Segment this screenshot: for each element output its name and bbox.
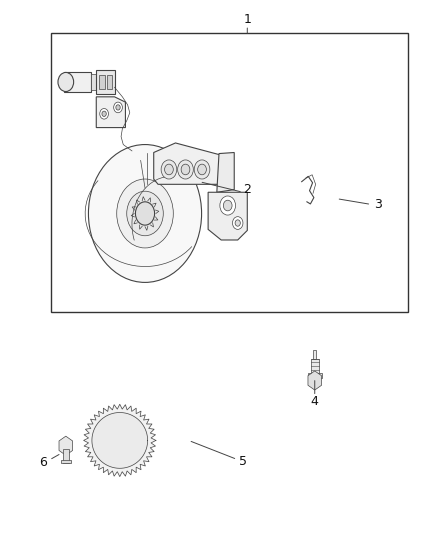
- Circle shape: [100, 430, 106, 437]
- Circle shape: [117, 179, 173, 248]
- Text: 4: 4: [311, 395, 319, 408]
- Bar: [51, 33, 408, 312]
- Circle shape: [235, 220, 240, 226]
- Circle shape: [194, 160, 210, 179]
- Circle shape: [127, 191, 163, 236]
- Circle shape: [116, 105, 120, 110]
- Circle shape: [233, 216, 243, 229]
- Polygon shape: [308, 371, 321, 390]
- Polygon shape: [313, 350, 317, 359]
- Polygon shape: [60, 459, 71, 463]
- Circle shape: [110, 454, 116, 461]
- Circle shape: [134, 443, 140, 451]
- Circle shape: [114, 433, 125, 447]
- Polygon shape: [96, 97, 125, 127]
- Circle shape: [110, 420, 116, 427]
- Polygon shape: [154, 143, 221, 184]
- Polygon shape: [64, 72, 91, 92]
- Text: 6: 6: [39, 456, 47, 469]
- Polygon shape: [63, 449, 69, 463]
- Text: 5: 5: [239, 455, 247, 468]
- Polygon shape: [308, 373, 322, 378]
- Circle shape: [165, 164, 173, 175]
- Circle shape: [135, 202, 155, 225]
- Circle shape: [124, 454, 130, 461]
- Circle shape: [114, 102, 122, 113]
- Polygon shape: [217, 152, 234, 192]
- Circle shape: [178, 160, 193, 179]
- Circle shape: [134, 430, 140, 437]
- Circle shape: [124, 420, 130, 427]
- Polygon shape: [311, 359, 319, 373]
- Text: 2: 2: [244, 183, 251, 196]
- Circle shape: [161, 160, 177, 179]
- Circle shape: [198, 164, 206, 175]
- Text: 3: 3: [374, 198, 382, 211]
- Polygon shape: [92, 413, 148, 469]
- Text: 1: 1: [244, 13, 251, 27]
- Circle shape: [100, 109, 109, 119]
- Circle shape: [223, 200, 232, 211]
- Circle shape: [100, 443, 106, 451]
- Circle shape: [181, 164, 190, 175]
- Polygon shape: [84, 404, 156, 477]
- Polygon shape: [91, 74, 96, 90]
- Circle shape: [109, 427, 131, 454]
- Polygon shape: [99, 75, 105, 90]
- Circle shape: [88, 144, 201, 282]
- Circle shape: [58, 72, 74, 92]
- Polygon shape: [59, 436, 73, 455]
- Polygon shape: [208, 192, 247, 240]
- Polygon shape: [107, 75, 113, 90]
- Circle shape: [220, 196, 236, 215]
- Polygon shape: [96, 70, 115, 94]
- Circle shape: [102, 111, 106, 116]
